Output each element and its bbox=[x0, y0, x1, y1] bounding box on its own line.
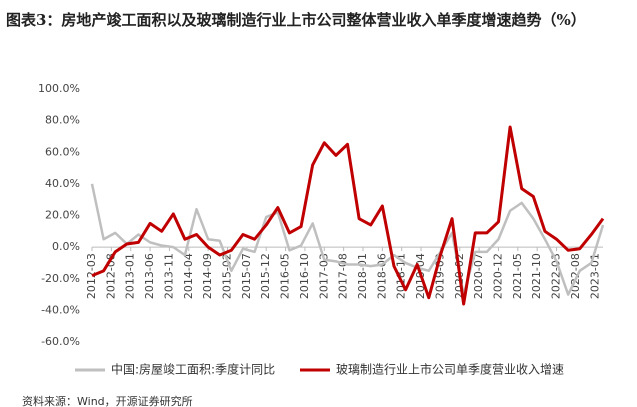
x-tick-label: 2017-03 bbox=[317, 253, 330, 299]
source: 资料来源：Wind，开源证券研究所 bbox=[22, 394, 193, 407]
x-tick-label: 2020-07 bbox=[472, 253, 485, 299]
x-tick-label: 2015-12 bbox=[259, 253, 272, 299]
x-tick-label: 2017-08 bbox=[337, 253, 350, 299]
x-tick-label: 2016-05 bbox=[279, 253, 292, 299]
x-tick-label: 2020-12 bbox=[491, 253, 504, 299]
x-tick-label: 2013-06 bbox=[143, 253, 156, 299]
series-line bbox=[90, 183, 605, 296]
x-tick-label: 2023-01 bbox=[588, 253, 601, 299]
y-tick-label: -60.0% bbox=[41, 335, 80, 348]
x-tick-label: 2014-09 bbox=[201, 253, 214, 299]
y-tick-label: -40.0% bbox=[41, 303, 80, 316]
x-tick-label: 2022-03 bbox=[550, 253, 563, 299]
x-tick-label: 2013-11 bbox=[162, 253, 175, 299]
x-tick-label: 2018-01 bbox=[356, 253, 369, 299]
legend-label: 中国:房屋竣工面积:季度计同比 bbox=[111, 362, 275, 377]
x-tick-label: 2015-07 bbox=[240, 253, 253, 299]
y-tick-label: 100.0% bbox=[38, 82, 80, 95]
x-tick-label: 2021-10 bbox=[530, 253, 543, 299]
x-tick-label: 2012-03 bbox=[85, 253, 98, 299]
chart-title: 图表3：房地产竣工面积以及玻璃制造行业上市公司整体营业收入单季度增速趋势（%） bbox=[6, 11, 586, 29]
x-tick-label: 2021-05 bbox=[511, 253, 524, 299]
y-tick-label: 60.0% bbox=[45, 145, 80, 158]
x-tick-label: 2014-04 bbox=[182, 253, 195, 299]
x-tick-label: 2013-01 bbox=[124, 253, 137, 299]
y-tick-label: 80.0% bbox=[45, 114, 80, 127]
x-tick-label: 2022-08 bbox=[569, 253, 582, 299]
y-tick-label: 20.0% bbox=[45, 209, 80, 222]
x-tick-label: 2016-10 bbox=[298, 253, 311, 299]
y-tick-label: 40.0% bbox=[45, 177, 80, 190]
series-line bbox=[91, 125, 605, 306]
legend-label: 玻璃制造行业上市公司单季度营业收入增速 bbox=[336, 362, 564, 377]
y-tick-label: -20.0% bbox=[41, 272, 80, 285]
y-tick-label: 0.0% bbox=[52, 240, 80, 253]
